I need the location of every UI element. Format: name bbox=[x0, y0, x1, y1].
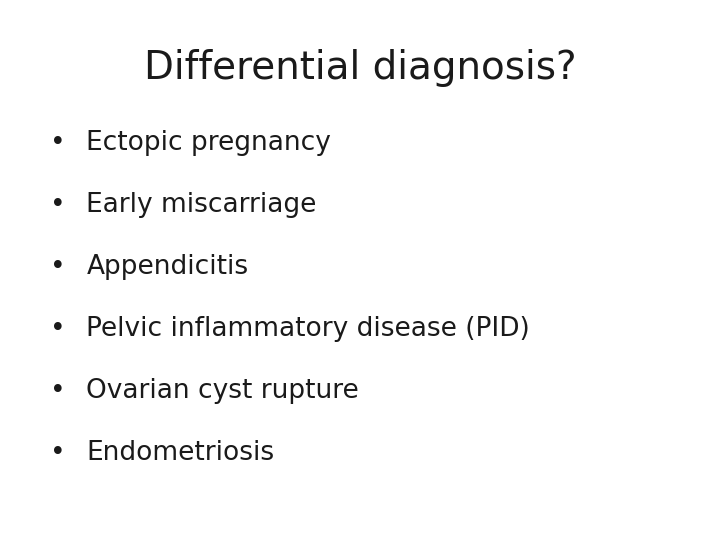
Text: •: • bbox=[50, 192, 66, 218]
Text: •: • bbox=[50, 316, 66, 342]
Text: Pelvic inflammatory disease (PID): Pelvic inflammatory disease (PID) bbox=[86, 316, 530, 342]
Text: Early miscarriage: Early miscarriage bbox=[86, 192, 317, 218]
Text: Endometriosis: Endometriosis bbox=[86, 440, 274, 466]
Text: Ovarian cyst rupture: Ovarian cyst rupture bbox=[86, 378, 359, 404]
Text: Ectopic pregnancy: Ectopic pregnancy bbox=[86, 130, 331, 156]
Text: Differential diagnosis?: Differential diagnosis? bbox=[144, 49, 576, 86]
Text: •: • bbox=[50, 254, 66, 280]
Text: •: • bbox=[50, 440, 66, 466]
Text: •: • bbox=[50, 378, 66, 404]
Text: •: • bbox=[50, 130, 66, 156]
Text: Appendicitis: Appendicitis bbox=[86, 254, 248, 280]
